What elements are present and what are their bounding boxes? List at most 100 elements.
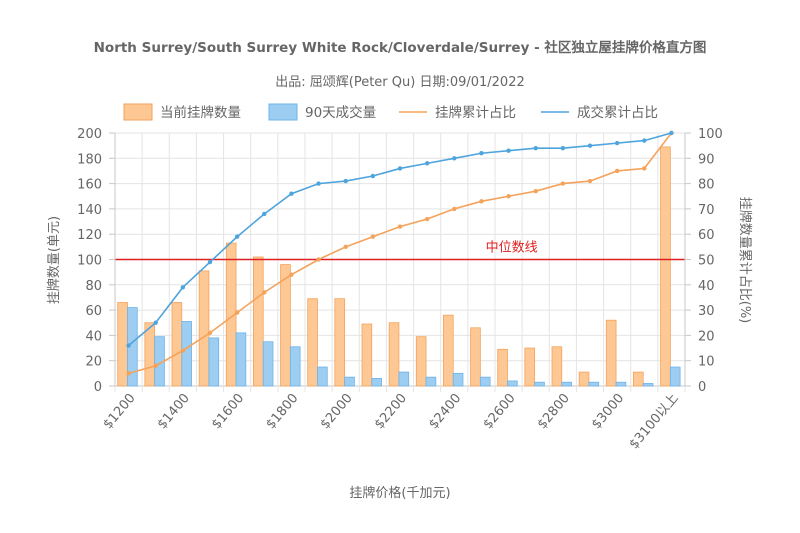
bar-listing [388, 322, 400, 387]
bar-sold [425, 376, 437, 387]
bar-sold [317, 366, 328, 387]
point-listing-cumulative [316, 257, 321, 262]
y-right-tick-label: 60 [698, 228, 715, 243]
point-sold-cumulative [560, 145, 566, 151]
bar-listing [470, 327, 481, 387]
x-tick-label: $2800 [535, 391, 573, 432]
point-listing-cumulative [207, 330, 213, 336]
y-left-tick-label: 140 [77, 203, 102, 218]
legend-label: 成交累计占比 [577, 104, 658, 121]
y-left-tick-label: 0 [94, 380, 102, 395]
chart-subtitle: 出品: 屈颂辉(Peter Qu) 日期:09/01/2022 [275, 75, 525, 90]
y-left-tick-label: 120 [77, 228, 102, 243]
legend-item-listing-cumulative[interactable]: 挂牌累计占比 [399, 104, 516, 121]
point-listing-cumulative [126, 371, 131, 376]
x-tick-label: $1600 [209, 391, 247, 432]
y-left-tick-label: 20 [85, 355, 102, 370]
y-left-tick-label: 180 [77, 152, 102, 167]
x-tick-label: $2400 [426, 391, 464, 432]
x-tick-label: $2000 [318, 391, 356, 432]
bar-listing [551, 346, 563, 387]
bar-listing [198, 270, 210, 387]
bars-layer [117, 146, 681, 387]
point-sold-cumulative [180, 285, 186, 290]
bar-sold [344, 376, 355, 387]
point-sold-cumulative [642, 138, 647, 143]
point-sold-cumulative [397, 166, 403, 171]
y-right-tick-label: 40 [698, 279, 715, 294]
point-sold-cumulative [614, 140, 620, 146]
bar-sold [669, 366, 681, 387]
point-listing-cumulative [479, 199, 484, 204]
y-axis-left-label: 挂牌数量(单元) [46, 216, 62, 304]
point-sold-cumulative [452, 156, 457, 161]
point-listing-cumulative [153, 363, 158, 368]
point-listing-cumulative [289, 272, 294, 277]
bar-sold [479, 376, 491, 387]
bar-sold [615, 381, 627, 387]
point-sold-cumulative [153, 320, 158, 325]
x-tick-label: $1800 [263, 391, 301, 432]
bar-sold [561, 381, 572, 387]
y-right-tick-label: 50 [698, 254, 715, 269]
bar-sold [289, 346, 301, 387]
point-listing-cumulative [614, 168, 620, 174]
x-tick-label: $1200 [101, 391, 139, 432]
point-sold-cumulative [533, 145, 538, 151]
point-listing-cumulative [424, 216, 430, 222]
legend-label: 90天成交量 [305, 104, 376, 121]
y-right-tick-label: 100 [698, 127, 723, 142]
point-listing-cumulative [180, 348, 186, 353]
bar-listing [280, 264, 291, 387]
bar-listing [361, 323, 373, 387]
bar-sold [398, 371, 410, 387]
legend-item-sold-cumulative[interactable]: 成交累计占比 [541, 104, 658, 121]
legend-swatch [268, 103, 298, 121]
bar-listing [171, 302, 183, 387]
bar-listing [660, 146, 671, 387]
point-sold-cumulative [126, 343, 131, 348]
point-listing-cumulative [234, 310, 240, 315]
y-right-tick-label: 70 [698, 203, 715, 218]
point-sold-cumulative [289, 191, 294, 196]
bar-listing [524, 347, 536, 387]
bar-sold [235, 332, 247, 387]
point-sold-cumulative [234, 234, 240, 239]
bar-listing [144, 322, 156, 387]
bar-sold [588, 381, 600, 387]
lines-layer [126, 130, 674, 376]
point-listing-cumulative [262, 290, 267, 295]
legend[interactable]: 当前挂牌数量 90天成交量 挂牌累计占比 成交累计占比 [123, 103, 658, 121]
bar-listing [117, 302, 128, 387]
y-right-tick-label: 90 [698, 152, 715, 167]
x-axis-label: 挂牌价格(千加元) [349, 485, 450, 501]
point-listing-cumulative [506, 194, 511, 199]
point-sold-cumulative [479, 151, 484, 156]
y-left-tick-label: 160 [77, 178, 102, 193]
point-sold-cumulative [669, 130, 674, 136]
bar-sold [642, 383, 654, 387]
y-right-tick-label: 10 [698, 355, 715, 370]
bar-sold [507, 380, 518, 387]
legend-item-listing[interactable]: 当前挂牌数量 [123, 103, 241, 121]
bar-listing [605, 319, 617, 387]
bar-sold [534, 381, 545, 387]
line-sold-cumulative [128, 132, 672, 347]
y-left-tick-label: 40 [85, 329, 102, 344]
y-left-tick-label: 100 [77, 254, 102, 269]
legend-item-sold[interactable]: 90天成交量 [268, 103, 376, 121]
bar-listing [253, 256, 264, 387]
x-tick-label: $2200 [372, 391, 410, 432]
point-listing-cumulative [587, 178, 593, 184]
bar-listing [307, 298, 318, 387]
point-listing-cumulative [452, 206, 457, 212]
x-tick-label: $3000 [589, 391, 627, 432]
axes-layer: 0 0 20 10 40 20 60 30 80 40 100 50 120 60 140 70 160 80 18… [77, 127, 723, 452]
x-tick-label: $3100以上 [627, 391, 682, 452]
x-tick-label: $1400 [155, 391, 193, 432]
bar-sold [262, 341, 274, 387]
legend-swatch [123, 103, 153, 121]
bar-sold [208, 337, 220, 387]
